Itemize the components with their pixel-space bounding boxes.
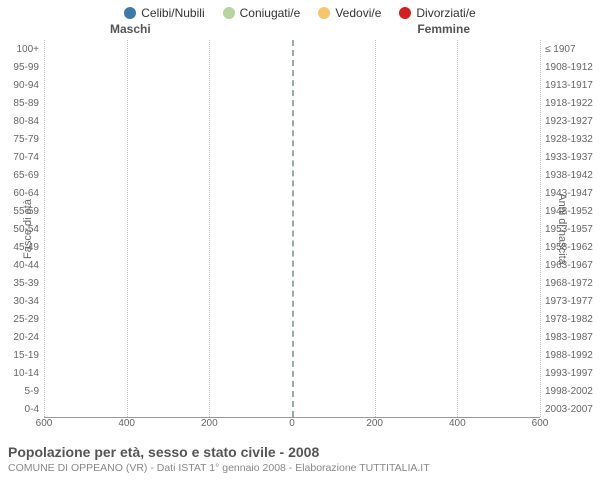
legend-item: Vedovi/e [318, 6, 381, 20]
age-tick: 0-4 [0, 400, 44, 418]
pyramid-row [44, 40, 540, 58]
y-left-axis-label: Fasce di età [22, 199, 34, 259]
birth-tick: 1913-1917 [540, 76, 600, 94]
birth-tick: 1948-1952 [540, 202, 600, 220]
birth-tick: 1988-1992 [540, 346, 600, 364]
y-right-axis-label: Anni di nascita [556, 193, 568, 265]
pyramid-row [44, 58, 540, 76]
pyramid-row [44, 255, 540, 273]
birth-tick: 1918-1922 [540, 94, 600, 112]
age-tick: 80-84 [0, 112, 44, 130]
legend-item: Coniugati/e [223, 6, 301, 20]
age-tick: 100+ [0, 40, 44, 58]
age-tick: 35-39 [0, 274, 44, 292]
birth-tick: 2003-2007 [540, 400, 600, 418]
pyramid-row [44, 220, 540, 238]
pyramid-row [44, 184, 540, 202]
age-tick: 10-14 [0, 364, 44, 382]
birth-year-axis: ≤ 19071908-19121913-19171918-19221923-19… [540, 40, 600, 418]
pyramid-row [44, 273, 540, 291]
pyramid-row [44, 130, 540, 148]
birth-tick: 1908-1912 [540, 58, 600, 76]
age-tick: 90-94 [0, 76, 44, 94]
birth-tick: 1928-1932 [540, 130, 600, 148]
pyramid-row [44, 309, 540, 327]
age-tick: 85-89 [0, 94, 44, 112]
male-header: Maschi [110, 22, 151, 36]
x-tick: 600 [36, 418, 53, 429]
chart-footer: Popolazione per età, sesso e stato civil… [0, 444, 600, 474]
legend-label: Celibi/Nubili [141, 6, 204, 20]
chart-title: Popolazione per età, sesso e stato civil… [8, 444, 592, 460]
pyramid-row [44, 166, 540, 184]
x-tick: 400 [118, 418, 135, 429]
birth-tick: 1993-1997 [540, 364, 600, 382]
birth-tick: 1943-1947 [540, 184, 600, 202]
pyramid-row [44, 291, 540, 309]
age-tick: 65-69 [0, 166, 44, 184]
pyramid-row [44, 381, 540, 399]
pyramid-row [44, 345, 540, 363]
legend-swatch [318, 7, 330, 19]
age-tick: 20-24 [0, 328, 44, 346]
age-tick: 70-74 [0, 148, 44, 166]
birth-tick: 1938-1942 [540, 166, 600, 184]
pyramid-row [44, 202, 540, 220]
age-tick: 25-29 [0, 310, 44, 328]
legend-item: Celibi/Nubili [124, 6, 204, 20]
age-tick: 75-79 [0, 130, 44, 148]
legend-item: Divorziati/e [399, 6, 475, 20]
age-tick: 5-9 [0, 382, 44, 400]
legend-swatch [223, 7, 235, 19]
pyramid-row [44, 399, 540, 417]
birth-tick: 1953-1957 [540, 220, 600, 238]
legend-swatch [124, 7, 136, 19]
x-tick: 600 [532, 418, 549, 429]
column-headers: Maschi Femmine [0, 22, 600, 40]
age-tick: 15-19 [0, 346, 44, 364]
x-axis: 6004002000200400600 [44, 418, 540, 436]
birth-tick: 1963-1967 [540, 256, 600, 274]
birth-tick: ≤ 1907 [540, 40, 600, 58]
legend-label: Vedovi/e [335, 6, 381, 20]
pyramid-row [44, 94, 540, 112]
age-tick: 30-34 [0, 292, 44, 310]
birth-tick: 1968-1972 [540, 274, 600, 292]
birth-tick: 1998-2002 [540, 382, 600, 400]
legend-swatch [399, 7, 411, 19]
x-tick: 200 [366, 418, 383, 429]
legend: Celibi/Nubili Coniugati/e Vedovi/e Divorzia… [0, 0, 600, 22]
pyramid-row [44, 112, 540, 130]
x-tick: 400 [449, 418, 466, 429]
plot-area: Fasce di età 100+95-9990-9485-8980-8475-… [0, 40, 600, 418]
age-tick: 95-99 [0, 58, 44, 76]
chart-subtitle: COMUNE DI OPPEANO (VR) - Dati ISTAT 1° g… [8, 462, 592, 474]
birth-tick: 1958-1962 [540, 238, 600, 256]
female-header: Femmine [417, 22, 470, 36]
legend-label: Coniugati/e [240, 6, 301, 20]
pyramid-row [44, 327, 540, 345]
pyramid-row [44, 237, 540, 255]
birth-tick: 1983-1987 [540, 328, 600, 346]
pyramid-row [44, 148, 540, 166]
x-tick: 200 [201, 418, 218, 429]
birth-tick: 1933-1937 [540, 148, 600, 166]
pyramid-row [44, 363, 540, 381]
birth-tick: 1923-1927 [540, 112, 600, 130]
population-pyramid-chart: Celibi/Nubili Coniugati/e Vedovi/e Divorzia… [0, 0, 600, 500]
legend-label: Divorziati/e [416, 6, 475, 20]
birth-tick: 1978-1982 [540, 310, 600, 328]
birth-tick: 1973-1977 [540, 292, 600, 310]
pyramid-row [44, 76, 540, 94]
x-tick: 0 [289, 418, 295, 429]
bars-container [44, 40, 540, 418]
